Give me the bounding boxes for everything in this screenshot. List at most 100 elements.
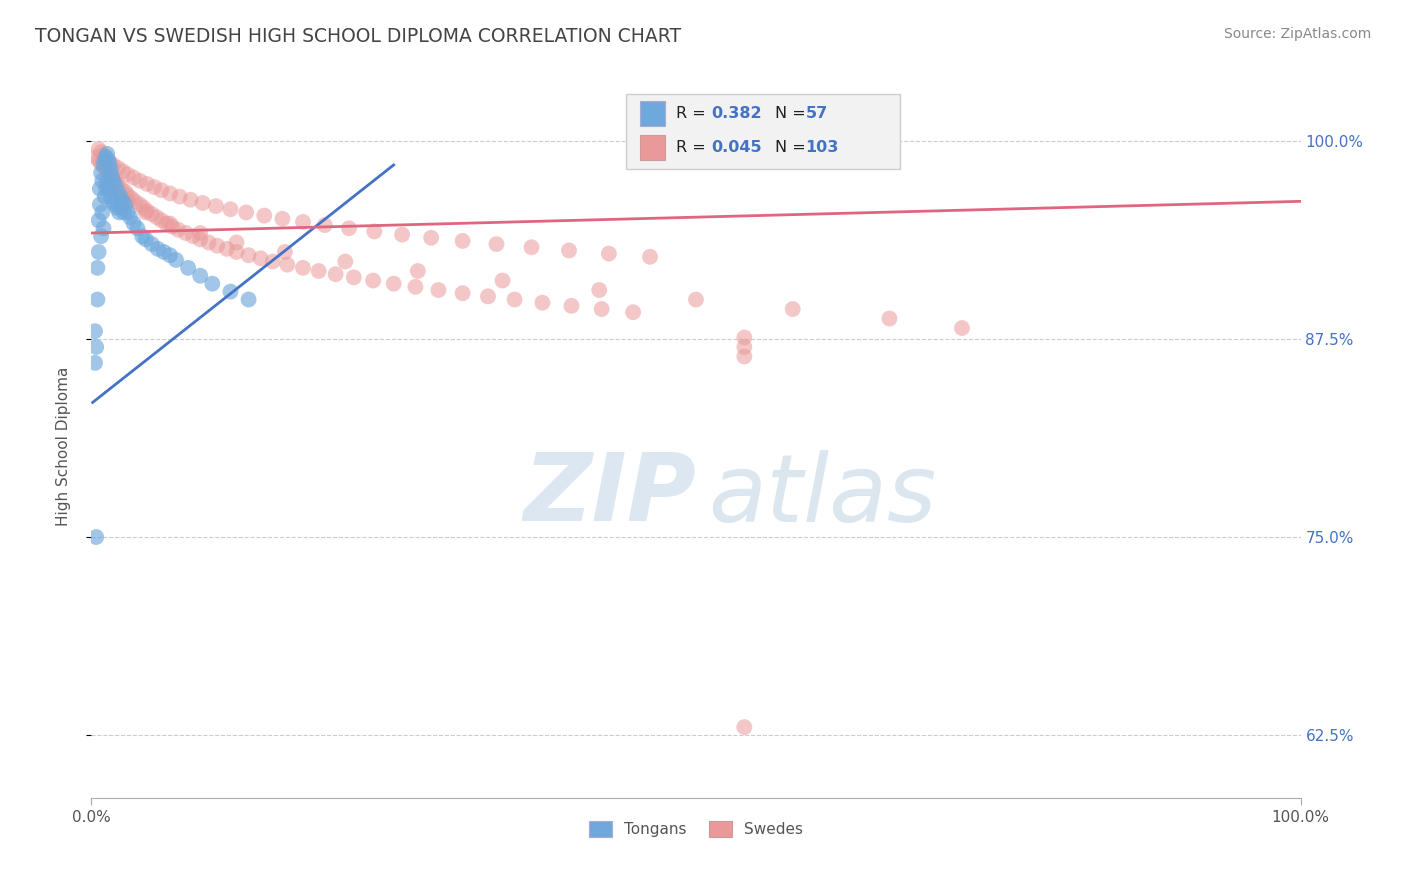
Point bbox=[503, 293, 526, 307]
Point bbox=[124, 194, 146, 209]
Point bbox=[363, 224, 385, 238]
Point bbox=[98, 185, 121, 199]
Text: Source: ZipAtlas.com: Source: ZipAtlas.com bbox=[1223, 27, 1371, 41]
Point bbox=[406, 264, 429, 278]
Point bbox=[100, 162, 122, 177]
Point bbox=[120, 210, 142, 224]
Point bbox=[201, 277, 224, 291]
Point bbox=[485, 237, 508, 252]
Y-axis label: High School Diploma: High School Diploma bbox=[56, 367, 70, 525]
Point bbox=[84, 340, 107, 354]
Point bbox=[733, 330, 755, 344]
Point bbox=[177, 260, 200, 275]
Point bbox=[141, 207, 163, 221]
Point bbox=[84, 324, 107, 338]
Point bbox=[235, 205, 257, 219]
Point bbox=[197, 235, 219, 250]
Point bbox=[87, 153, 110, 168]
Point bbox=[291, 215, 314, 229]
Point bbox=[520, 240, 543, 254]
Legend: Tongans, Swedes: Tongans, Swedes bbox=[582, 815, 810, 844]
Point bbox=[685, 293, 707, 307]
Point bbox=[96, 146, 118, 161]
Point bbox=[343, 270, 366, 285]
Point bbox=[111, 182, 132, 196]
Point bbox=[114, 185, 136, 199]
Point bbox=[262, 254, 284, 268]
Point bbox=[128, 197, 150, 211]
Point bbox=[114, 197, 136, 211]
Point bbox=[108, 205, 131, 219]
Point bbox=[174, 226, 197, 240]
Point bbox=[143, 180, 166, 194]
Point bbox=[93, 153, 115, 168]
Point bbox=[361, 273, 384, 287]
Point bbox=[93, 148, 115, 162]
Point bbox=[94, 182, 117, 196]
Point bbox=[107, 161, 129, 175]
Point bbox=[451, 234, 474, 248]
Point bbox=[117, 188, 139, 202]
Point bbox=[87, 213, 110, 227]
Text: 0.382: 0.382 bbox=[711, 106, 762, 120]
Point bbox=[104, 178, 127, 193]
Point bbox=[98, 154, 121, 169]
Point bbox=[558, 244, 581, 258]
Point bbox=[110, 189, 132, 203]
Point bbox=[87, 245, 110, 260]
Text: 103: 103 bbox=[806, 140, 839, 154]
Point bbox=[879, 311, 901, 326]
Point bbox=[491, 273, 513, 287]
Point bbox=[560, 299, 582, 313]
Point bbox=[159, 248, 181, 262]
Point bbox=[87, 142, 110, 156]
Point bbox=[588, 283, 610, 297]
Point bbox=[188, 232, 211, 246]
Point bbox=[238, 248, 260, 262]
Point bbox=[117, 205, 139, 219]
Point bbox=[325, 267, 347, 281]
Point bbox=[84, 356, 107, 370]
Point bbox=[159, 186, 181, 201]
Point bbox=[950, 321, 973, 335]
Point bbox=[89, 182, 111, 196]
Point bbox=[84, 150, 107, 164]
Point bbox=[101, 172, 124, 186]
Point bbox=[188, 226, 211, 240]
Point bbox=[638, 250, 661, 264]
Point bbox=[117, 168, 139, 182]
Point bbox=[105, 201, 128, 215]
Point bbox=[598, 246, 620, 260]
Text: R =: R = bbox=[676, 106, 711, 120]
Point bbox=[427, 283, 450, 297]
Point bbox=[180, 193, 202, 207]
Point bbox=[91, 174, 114, 188]
Point bbox=[782, 301, 804, 316]
Point bbox=[531, 295, 554, 310]
Point bbox=[100, 169, 122, 183]
Point bbox=[219, 285, 242, 299]
Point bbox=[141, 237, 163, 252]
Point bbox=[337, 221, 360, 235]
Point bbox=[93, 160, 115, 174]
Point bbox=[86, 293, 108, 307]
Point bbox=[621, 305, 644, 319]
Point bbox=[205, 199, 228, 213]
Point bbox=[103, 197, 125, 211]
Point bbox=[314, 218, 336, 232]
Point bbox=[112, 205, 135, 219]
Point bbox=[101, 158, 124, 172]
Point bbox=[335, 254, 357, 268]
Text: N =: N = bbox=[775, 140, 811, 154]
Point bbox=[249, 252, 271, 266]
Point bbox=[733, 720, 755, 734]
Point bbox=[128, 174, 150, 188]
Point bbox=[391, 227, 413, 242]
Point bbox=[93, 221, 115, 235]
Point bbox=[122, 217, 145, 231]
Point bbox=[111, 201, 132, 215]
Point bbox=[93, 158, 115, 172]
Point bbox=[191, 195, 214, 210]
Point bbox=[86, 260, 108, 275]
Point bbox=[276, 258, 298, 272]
